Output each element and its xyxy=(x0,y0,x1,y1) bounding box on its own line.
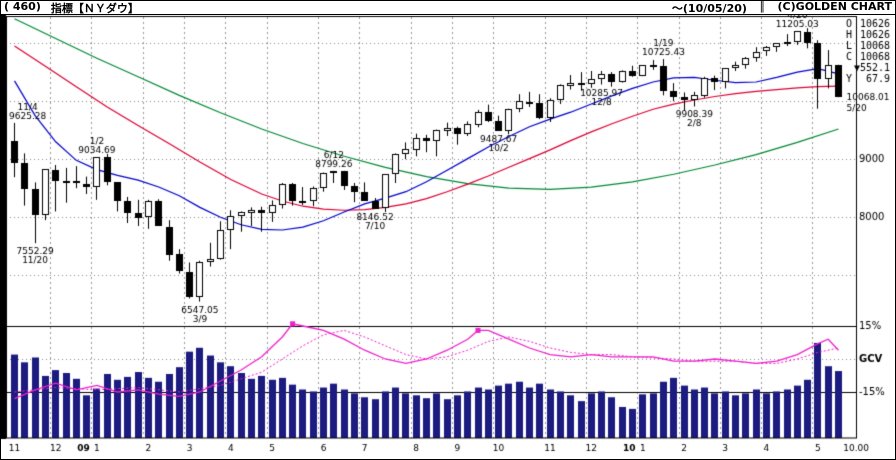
date-range: ～(10/05/20) xyxy=(671,1,747,15)
copyright: (C)GOLDEN CHART xyxy=(777,0,892,13)
title-bar: ( 460) 指標【ＮＹダウ】 ～(10/05/20) ║ (C)GOLDEN … xyxy=(1,1,895,15)
title-left-group: ( 460) 指標【ＮＹダウ】 xyxy=(4,0,139,16)
chart-number: ( 460) xyxy=(4,0,41,13)
title-right-group: ～(10/05/20) ║ (C)GOLDEN CHART xyxy=(671,0,892,16)
separator-icon: ║ xyxy=(758,0,766,13)
page-title: 指標【ＮＹダウ】 xyxy=(50,1,139,15)
price-chart-canvas xyxy=(1,15,895,459)
